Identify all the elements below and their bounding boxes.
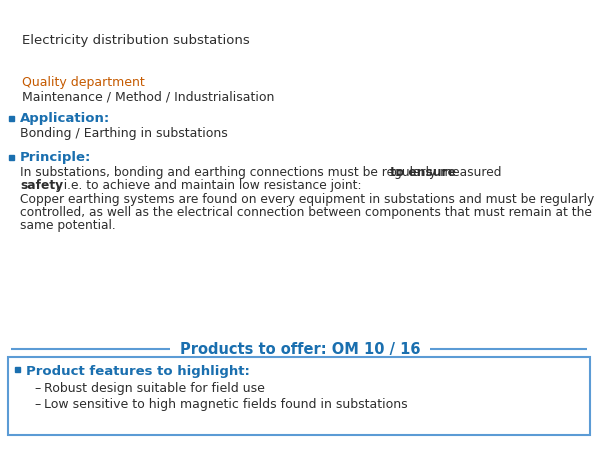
Text: –: –	[34, 382, 40, 395]
Text: In substations, bonding and earthing connections must be regularly measured: In substations, bonding and earthing con…	[20, 166, 505, 179]
Text: Application:: Application:	[20, 112, 110, 125]
Text: Principle:: Principle:	[20, 151, 92, 164]
Text: , i.e. to achieve and maintain low resistance joint:: , i.e. to achieve and maintain low resis…	[56, 179, 362, 192]
Text: Robust design suitable for field use: Robust design suitable for field use	[44, 382, 265, 395]
Text: –: –	[34, 398, 40, 411]
Text: safety: safety	[20, 179, 63, 192]
Text: Bonding / Earthing in substations: Bonding / Earthing in substations	[20, 127, 228, 140]
Text: same potential.: same potential.	[20, 219, 116, 232]
Text: to ensure: to ensure	[390, 166, 456, 179]
Text: Low sensitive to high magnetic fields found in substations: Low sensitive to high magnetic fields fo…	[44, 398, 408, 411]
Text: Quality department: Quality department	[22, 76, 145, 89]
Bar	[9, 155, 14, 160]
Bar	[8, 357, 590, 435]
Text: Product features to highlight:: Product features to highlight:	[26, 365, 250, 378]
Bar	[9, 116, 14, 121]
Text: controlled, as well as the electrical connection between components that must re: controlled, as well as the electrical co…	[20, 206, 592, 219]
Bar	[15, 367, 20, 372]
Text: Electricity distribution substations: Electricity distribution substations	[22, 34, 250, 47]
Text: Copper earthing systems are found on every equipment in substations and must be : Copper earthing systems are found on eve…	[20, 193, 594, 206]
Text: Products to offer: OM 10 / 16: Products to offer: OM 10 / 16	[180, 342, 420, 357]
Text: Maintenance / Method / Industrialisation: Maintenance / Method / Industrialisation	[22, 91, 274, 104]
